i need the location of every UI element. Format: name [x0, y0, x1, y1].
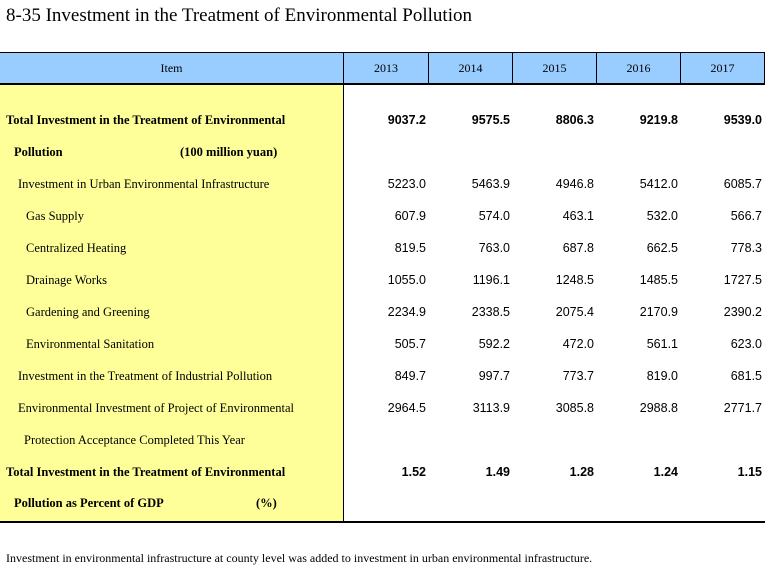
cell-2015: 1.28: [569, 465, 594, 479]
table-row: Investment in the Treatment of Industria…: [0, 360, 765, 392]
cell-2014: 574.0: [478, 209, 510, 223]
footnote: Investment in environmental infrastructu…: [6, 551, 593, 565]
row-label: Gas Supply: [26, 209, 84, 223]
row-label: Pollution as Percent of GDP: [14, 496, 164, 510]
table-row: Total Investment in the Treatment of Env…: [0, 456, 765, 488]
item-column-background: [0, 85, 343, 521]
cell-2017: 778.3: [730, 241, 762, 255]
column-divider: [512, 53, 513, 83]
table-row: Investment in Urban Environmental Infras…: [0, 168, 765, 200]
cell-2016: 2988.8: [639, 401, 678, 415]
row-label: Gardening and Greening: [26, 305, 150, 319]
row-unit: (100 million yuan): [180, 145, 278, 159]
cell-2016: 9219.8: [639, 113, 678, 127]
cell-2017: 681.5: [730, 369, 762, 383]
cell-2014: 9575.5: [471, 113, 510, 127]
row-label: Centralized Heating: [26, 241, 127, 255]
cell-2014: 5463.9: [471, 177, 510, 191]
table-row: Environmental Sanitation 505.7 592.2 472…: [0, 328, 765, 360]
header-year-2013: 2013: [374, 61, 398, 75]
header-year-2016: 2016: [626, 61, 651, 75]
cell-2013: 1055.0: [387, 273, 426, 287]
row-label: Total Investment in the Treatment of Env…: [6, 465, 286, 479]
cell-2016: 1485.5: [639, 273, 678, 287]
row-label: Pollution: [14, 145, 63, 159]
row-label: Environmental Investment of Project of E…: [18, 401, 294, 415]
table-top-border: [0, 52, 765, 53]
column-divider: [428, 53, 429, 83]
cell-2015: 773.7: [562, 369, 594, 383]
cell-2013: 1.52: [401, 465, 426, 479]
data-table: Item 2013 2014 2015 2016 2017 Total Inve…: [0, 52, 765, 523]
cell-2016: 561.1: [646, 337, 678, 351]
row-label: Investment in the Treatment of Industria…: [18, 369, 273, 383]
header-year-2015: 2015: [542, 61, 567, 75]
cell-2016: 819.0: [646, 369, 678, 383]
cell-2015: 1248.5: [555, 273, 594, 287]
cell-2013: 505.7: [394, 337, 426, 351]
cell-2017: 9539.0: [723, 113, 762, 127]
cell-2013: 2234.9: [387, 305, 426, 319]
cell-2016: 1.24: [653, 465, 678, 479]
cell-2017: 1727.5: [723, 273, 762, 287]
table-row: Environmental Investment of Project of E…: [0, 392, 765, 424]
cell-2017: 1.15: [737, 465, 762, 479]
cell-2014: 1.49: [485, 465, 510, 479]
row-label: Total Investment in the Treatment of Env…: [6, 113, 286, 127]
row-label: Investment in Urban Environmental Infras…: [18, 177, 270, 191]
cell-2014: 1196.1: [472, 273, 510, 287]
table-row: Pollution (100 million yuan): [0, 136, 765, 168]
table-row: Drainage Works 1055.0 1196.1 1248.5 1485…: [0, 264, 765, 296]
cell-2015: 687.8: [562, 241, 594, 255]
table-header-row: [0, 53, 765, 83]
header-year-2014: 2014: [458, 61, 483, 75]
cell-2013: 819.5: [394, 241, 426, 255]
cell-2014: 592.2: [478, 337, 510, 351]
page-title: 8-35 Investment in the Treatment of Envi…: [6, 5, 472, 26]
header-item: Item: [160, 61, 183, 75]
row-label: Protection Acceptance Completed This Yea…: [24, 433, 245, 447]
cell-2015: 472.0: [562, 337, 594, 351]
cell-2013: 5223.0: [387, 177, 426, 191]
header-bottom-border: [0, 83, 765, 85]
column-divider: [680, 53, 681, 83]
table-bottom-border: [0, 521, 765, 523]
column-divider: [596, 53, 597, 83]
cell-2014: 2338.5: [471, 305, 510, 319]
cell-2014: 3113.9: [472, 401, 510, 415]
cell-2015: 2075.4: [555, 305, 594, 319]
row-label: Environmental Sanitation: [26, 337, 155, 351]
table-row: Gas Supply 607.9 574.0 463.1 532.0 566.7: [0, 200, 765, 232]
cell-2017: 2390.2: [723, 305, 762, 319]
header-year-2017: 2017: [710, 61, 735, 75]
cell-2013: 9037.2: [387, 113, 426, 127]
table-row: Centralized Heating 819.5 763.0 687.8 66…: [0, 232, 765, 264]
cell-2017: 623.0: [730, 337, 762, 351]
cell-2017: 566.7: [730, 209, 762, 223]
cell-2014: 997.7: [478, 369, 510, 383]
column-divider: [343, 53, 344, 521]
cell-2016: 5412.0: [639, 177, 678, 191]
cell-2014: 763.0: [478, 241, 510, 255]
table-row: Gardening and Greening 2234.9 2338.5 207…: [0, 296, 765, 328]
cell-2016: 532.0: [646, 209, 678, 223]
cell-2015: 463.1: [562, 209, 594, 223]
cell-2013: 2964.5: [387, 401, 426, 415]
table-row: Protection Acceptance Completed This Yea…: [0, 424, 765, 456]
cell-2013: 607.9: [394, 209, 426, 223]
table-row: Total Investment in the Treatment of Env…: [0, 104, 765, 136]
row-label: Drainage Works: [26, 273, 108, 287]
cell-2015: 4946.8: [555, 177, 594, 191]
cell-2015: 8806.3: [555, 113, 594, 127]
cell-2017: 2771.7: [723, 401, 762, 415]
cell-2016: 662.5: [646, 241, 678, 255]
cell-2015: 3085.8: [555, 401, 594, 415]
cell-2017: 6085.7: [723, 177, 762, 191]
cell-2013: 849.7: [394, 369, 426, 383]
table-row: Pollution as Percent of GDP (%): [0, 487, 765, 519]
row-unit: (%): [256, 496, 277, 510]
cell-2016: 2170.9: [639, 305, 678, 319]
